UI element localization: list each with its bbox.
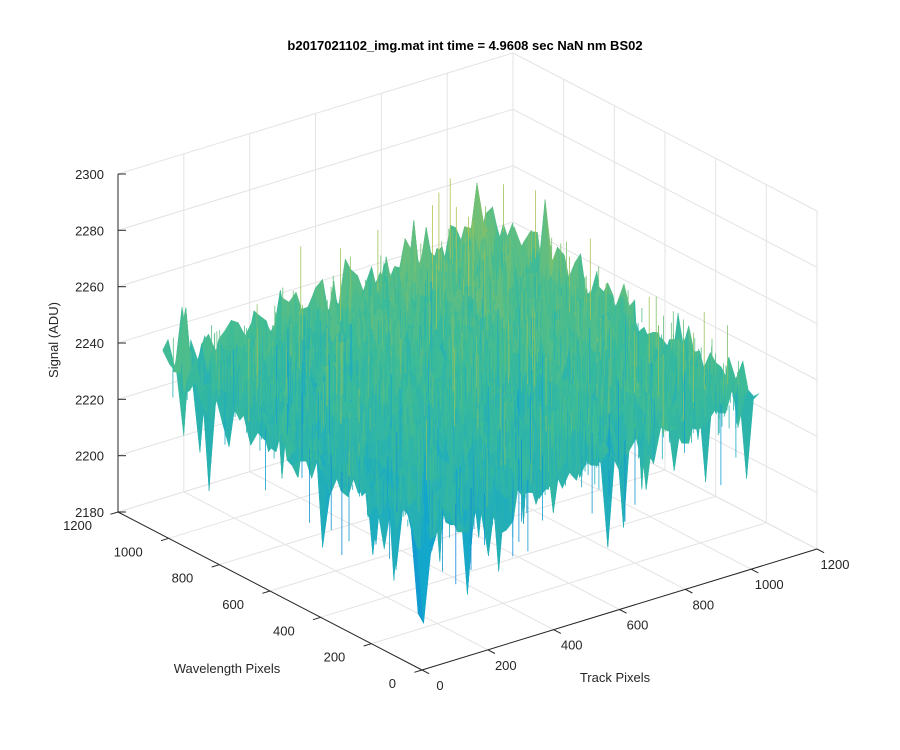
z-tick-label: 2280 <box>75 223 104 238</box>
x-tick-mark <box>750 568 759 574</box>
x-tick-mark <box>553 629 562 634</box>
grid-line <box>512 221 818 381</box>
y-tick-mark <box>414 669 423 673</box>
x-tick-mark <box>685 588 693 594</box>
axes <box>110 173 825 675</box>
y-tick-label: 400 <box>273 623 295 638</box>
y-tick-label: 0 <box>389 676 396 691</box>
y-tick-mark <box>110 511 119 515</box>
y-tick-label: 1000 <box>114 544 143 559</box>
y-tick-label: 800 <box>172 571 194 586</box>
x-tick-mark <box>816 548 825 554</box>
y-tick-mark <box>211 564 220 568</box>
z-tick-label: 2220 <box>75 392 104 407</box>
x-tick-label: 200 <box>495 658 517 673</box>
x-tick-label: 400 <box>561 638 583 653</box>
tick-labels: 0 200 400 600 800 1000 1200 0 200 400 600 800 1000 12… <box>63 167 849 693</box>
z-tick-label: 2260 <box>75 280 104 295</box>
grid-line <box>320 495 716 618</box>
x-tick-mark <box>619 609 627 614</box>
grid-line <box>117 108 514 231</box>
x-tick-mark <box>487 649 496 654</box>
y-tick-mark <box>160 537 169 542</box>
grid-line <box>371 522 767 645</box>
chart-title: b2017021102_img.mat int time = 4.9608 se… <box>287 38 642 53</box>
x-tick-label: 800 <box>692 597 714 612</box>
y-tick-mark <box>262 590 271 594</box>
grid-line <box>117 165 514 288</box>
z-tick-label: 2200 <box>75 449 104 464</box>
z-tick-label: 2180 <box>75 505 104 520</box>
z-axis-label: Signal (ADU) <box>46 302 61 378</box>
grid-line <box>117 52 514 175</box>
x-tick-label: 0 <box>436 678 443 693</box>
x-tick-mark <box>421 669 430 675</box>
y-tick-mark <box>363 643 372 647</box>
x-axis-label: Track Pixels <box>580 670 651 685</box>
z-tick-label: 2240 <box>75 336 104 351</box>
z-tick-label: 2300 <box>75 167 104 182</box>
y-axis-label: Wavelength Pixels <box>174 661 281 676</box>
x-tick-label: 600 <box>627 618 649 633</box>
grid-line <box>512 52 818 212</box>
x-tick-label: 1000 <box>755 577 784 592</box>
x-tick-label: 1200 <box>821 557 850 572</box>
surface-plot <box>162 178 760 624</box>
y-tick-mark <box>312 616 321 621</box>
y-tick-label: 1200 <box>63 518 92 533</box>
grid-line <box>512 165 818 325</box>
surface-patch <box>416 540 430 624</box>
y-tick-label: 600 <box>222 597 244 612</box>
grid-line <box>512 108 818 268</box>
y-tick-label: 200 <box>324 650 346 665</box>
